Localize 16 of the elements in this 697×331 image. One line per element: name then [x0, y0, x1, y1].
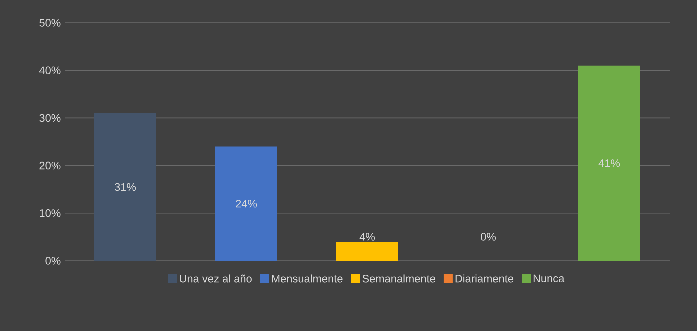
data-label: 24% [236, 200, 258, 208]
y-tick-label: 30% [40, 114, 61, 122]
y-tick-label: 0% [46, 257, 61, 265]
legend-label: Nunca [534, 274, 565, 283]
legend-label: Semanalmente [362, 274, 436, 283]
legend-label: Diariamente [456, 274, 514, 283]
data-label: 41% [598, 160, 620, 168]
data-label: 0% [481, 233, 496, 241]
data-label: 31% [114, 183, 136, 192]
legend-label: Mensualmente [272, 274, 343, 283]
y-tick-label: 50% [40, 19, 61, 27]
y-tick-label: 40% [39, 66, 61, 74]
y-tick-label: 10% [40, 210, 61, 218]
data-label: 4% [360, 233, 376, 241]
legend-label: Una vez al año [180, 274, 252, 283]
y-tick-label: 20% [40, 162, 61, 170]
